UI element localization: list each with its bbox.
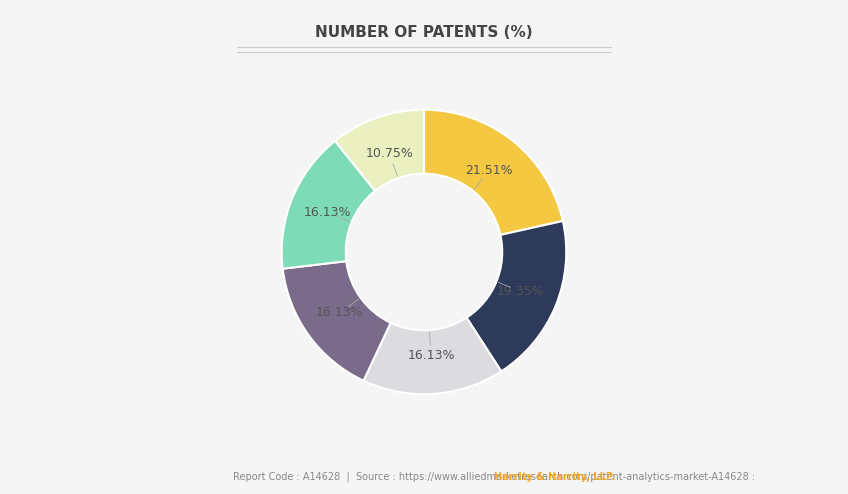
Text: NUMBER OF PATENTS (%): NUMBER OF PATENTS (%): [315, 25, 533, 40]
Text: 10.75%: 10.75%: [365, 147, 414, 161]
Text: 16.13%: 16.13%: [304, 206, 352, 219]
Text: 19.35%: 19.35%: [496, 285, 544, 298]
Wedge shape: [335, 110, 424, 191]
Wedge shape: [424, 110, 563, 235]
Wedge shape: [466, 221, 566, 371]
Wedge shape: [364, 318, 501, 394]
Text: 16.13%: 16.13%: [407, 349, 455, 362]
Text: 16.13%: 16.13%: [316, 306, 364, 319]
Wedge shape: [282, 261, 391, 381]
Text: 21.51%: 21.51%: [466, 165, 513, 177]
Text: Report Code : A14628  |  Source : https://www.alliedmarketresearch.com/patent-an: Report Code : A14628 | Source : https://…: [233, 471, 758, 482]
Wedge shape: [282, 141, 375, 269]
Text: Harrity & Harrity, LLP.: Harrity & Harrity, LLP.: [494, 472, 615, 482]
